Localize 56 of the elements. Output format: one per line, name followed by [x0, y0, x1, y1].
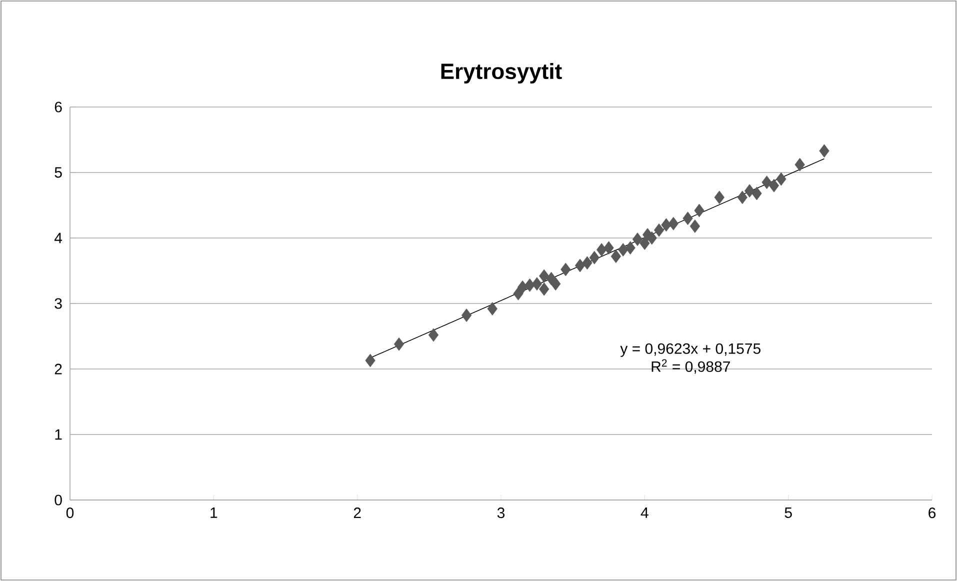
x-tick-label: 3 [497, 508, 505, 518]
point [714, 190, 724, 204]
point [539, 269, 550, 283]
point [694, 204, 704, 218]
point [517, 280, 528, 294]
point [768, 178, 780, 192]
point [582, 256, 592, 270]
point [596, 243, 607, 256]
annotation: R$^{2}$ = 0,9887 [652, 359, 730, 374]
y-tick-label: 1 [55, 429, 62, 440]
point [394, 337, 404, 351]
point [661, 218, 672, 232]
x-tick-label: 1 [210, 508, 218, 518]
point [428, 328, 439, 342]
point [794, 158, 805, 172]
point [819, 144, 830, 158]
point [513, 286, 524, 300]
point [532, 277, 542, 291]
annotation: y = 0,9623x + 0,1575 [620, 343, 760, 357]
point [776, 172, 786, 186]
point [574, 258, 586, 272]
y-tick-label: 3 [54, 298, 62, 309]
x-tick-label: 2 [354, 508, 361, 518]
chart-title: Erytrosyytit [441, 62, 562, 84]
point [690, 220, 700, 233]
point [604, 241, 614, 255]
point [560, 262, 571, 276]
x-tick-label: 6 [928, 508, 936, 518]
x-tick-label: 5 [784, 508, 792, 518]
point [589, 250, 600, 264]
y-tick-label: 2 [54, 364, 62, 374]
y-tick-label: 0 [54, 494, 62, 506]
point [610, 250, 622, 264]
point [618, 243, 628, 256]
point [682, 212, 693, 226]
point [640, 236, 650, 250]
point [625, 241, 636, 255]
x-tick-label: 0 [66, 508, 74, 518]
point [461, 308, 472, 322]
point [646, 231, 657, 245]
point [762, 176, 772, 190]
point [524, 278, 535, 292]
point [668, 216, 678, 230]
point [550, 277, 561, 291]
y-tick-label: 5 [54, 167, 62, 178]
y-tick-label: 6 [54, 102, 62, 112]
x-tick-label: 4 [640, 508, 648, 518]
point [632, 232, 643, 246]
point [737, 190, 748, 204]
point [487, 302, 498, 316]
point [365, 354, 376, 368]
point [654, 223, 664, 237]
y-tick-label: 4 [54, 232, 62, 244]
point [539, 282, 550, 296]
point [752, 186, 762, 200]
point [744, 184, 755, 198]
